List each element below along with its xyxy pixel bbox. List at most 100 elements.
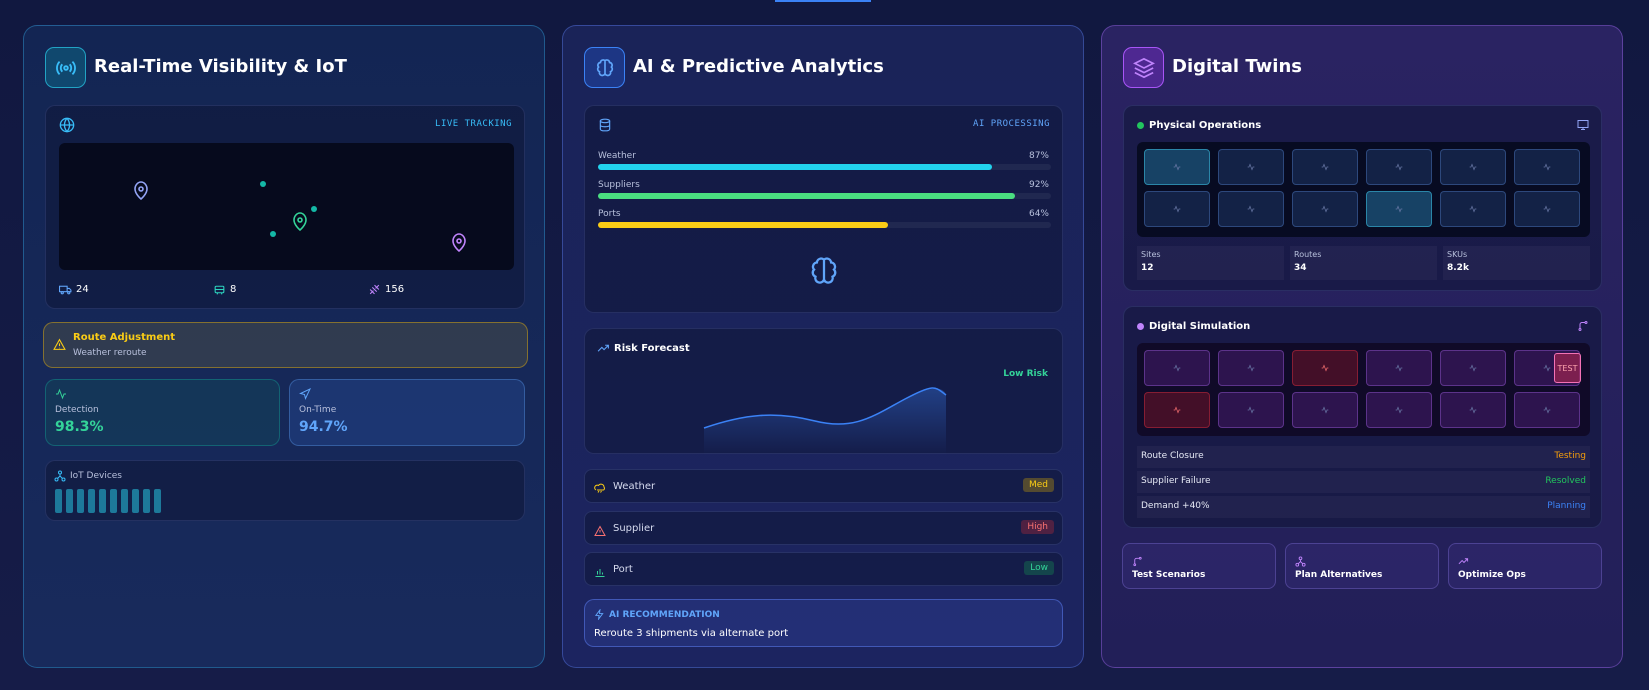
recommendation-text: Reroute 3 shipments via alternate port: [594, 628, 789, 639]
metric-label: Detection: [55, 405, 99, 415]
factor-label: Ports: [598, 209, 621, 219]
risk-level: Low: [1024, 561, 1054, 575]
grid-cell: [1292, 392, 1358, 428]
risk-name: Weather: [613, 481, 656, 492]
scenario-name: Supplier Failure: [1141, 476, 1211, 486]
grid-cell: [1366, 191, 1432, 227]
factor-value: 87%: [1028, 151, 1049, 161]
tab-indicator: [775, 0, 871, 2]
action-icon: [1458, 552, 1469, 571]
recommendation: AI RECOMMENDATION Reroute 3 shipments vi…: [584, 599, 1063, 647]
scenario-status: Testing: [1554, 451, 1586, 461]
scenario-name: Route Closure: [1141, 451, 1204, 461]
grid-cell: [1144, 392, 1210, 428]
physical-card: Physical Operations Sites 12 Routes 34 SKUs 8…: [1123, 105, 1602, 291]
panel-title: Digital Twins: [1172, 56, 1302, 77]
risk-row: Supplier High: [584, 510, 1063, 545]
action-button[interactable]: Plan Alternatives: [1285, 543, 1439, 589]
card-title: Digital Simulation: [1149, 321, 1251, 332]
stat-value: 24: [76, 284, 89, 295]
cell-grid: [1137, 343, 1590, 436]
risk-row: Weather Med: [584, 469, 1063, 503]
brain-icon: [811, 257, 837, 284]
map-card: LIVE TRACKING 24 8 156: [45, 105, 525, 309]
grid-cell: [1218, 149, 1284, 185]
iot-bar: [55, 489, 62, 513]
action-label: Plan Alternatives: [1295, 570, 1383, 580]
panel-title: Real-Time Visibility & IoT: [94, 56, 347, 77]
risk-icon: [594, 522, 606, 541]
iot-bar: [77, 489, 84, 513]
alert-title: Route Adjustment: [73, 332, 176, 343]
factor-label: Weather: [598, 151, 636, 161]
factor-track: [598, 164, 1051, 170]
iot-bar: [110, 489, 117, 513]
grid-cell: [1366, 149, 1432, 185]
risk-name: Port: [613, 564, 633, 575]
map-label: LIVE TRACKING: [435, 119, 512, 129]
stat-label: Sites: [1141, 250, 1161, 259]
grid-cell: [1366, 392, 1432, 428]
map-markers: [134, 181, 466, 253]
risk-row: Port Low: [584, 552, 1063, 586]
cell-grid: [1137, 142, 1590, 237]
risk-level: Med: [1022, 478, 1054, 492]
forecast-title: Risk Forecast: [614, 343, 690, 354]
stat-value: 8.2k: [1447, 263, 1469, 273]
factor-value: 92%: [1028, 180, 1049, 190]
stat-box: Sites 12: [1137, 246, 1284, 280]
forecast-card: Risk Forecast Low Risk: [584, 328, 1063, 455]
iot-bar: [99, 489, 106, 513]
scenario-row: Route Closure Testing: [1137, 446, 1590, 468]
iot-bar: [121, 489, 128, 513]
action-icon: [1132, 552, 1143, 571]
grid-cell: [1292, 350, 1358, 386]
action-label: Test Scenarios: [1132, 570, 1206, 580]
grid-cell: [1440, 191, 1506, 227]
metric-label: On-Time: [299, 405, 337, 415]
action-icon: [1295, 552, 1306, 571]
scenario-name: Demand +40%: [1141, 501, 1210, 511]
alert: Route Adjustment Weather reroute: [43, 322, 528, 368]
alert-text: Weather reroute: [73, 348, 147, 358]
grid-cell: [1218, 392, 1284, 428]
grid-cell: [1366, 350, 1432, 386]
analytics-card: AI PROCESSING Weather 87% Suppliers 92% Port…: [584, 105, 1063, 313]
factor-bar: [598, 222, 888, 228]
stat-box: SKUs 8.2k: [1443, 246, 1590, 280]
grid-cell: [1440, 149, 1506, 185]
test-badge: TEST: [1554, 353, 1581, 383]
action-button[interactable]: Optimize Ops: [1448, 543, 1602, 589]
iot-bar: [132, 489, 139, 513]
panel-icon: [1123, 47, 1164, 88]
card-title: Physical Operations: [1149, 120, 1262, 131]
grid-cell: [1218, 350, 1284, 386]
risk-level: High: [1021, 519, 1054, 534]
stat-value: 156: [385, 284, 405, 295]
forecast-curve: [703, 387, 947, 455]
grid-cell: [1218, 191, 1284, 227]
twins-panel: Digital Twins Physical Operations Sites 1…: [1101, 25, 1623, 668]
panel-icon: [584, 47, 625, 88]
factor-label: Suppliers: [598, 180, 640, 190]
grid-cell: [1144, 149, 1210, 185]
grid-cell: [1292, 191, 1358, 227]
visibility-panel: Real-Time Visibility & IoT LIVE TRACKING…: [23, 25, 545, 668]
scenario-status: Planning: [1547, 501, 1586, 511]
panel-icon: [45, 47, 86, 88]
grid-cell: [1440, 350, 1506, 386]
risk-level: Low Risk: [1003, 369, 1048, 379]
stat-value: 12: [1141, 263, 1154, 273]
scenario-status: Resolved: [1545, 476, 1586, 486]
stat-value: 8: [230, 284, 237, 295]
grid-cell: [1514, 149, 1580, 185]
metric-value: 94.7%: [299, 419, 348, 435]
metric-value: 98.3%: [55, 419, 104, 435]
action-button[interactable]: Test Scenarios: [1122, 543, 1276, 589]
iot-card: IoT Devices: [45, 460, 525, 521]
globe-icon: [59, 117, 75, 133]
iot-bars: [55, 489, 161, 513]
action-label: Optimize Ops: [1458, 570, 1526, 580]
stat-label: SKUs: [1447, 250, 1468, 259]
